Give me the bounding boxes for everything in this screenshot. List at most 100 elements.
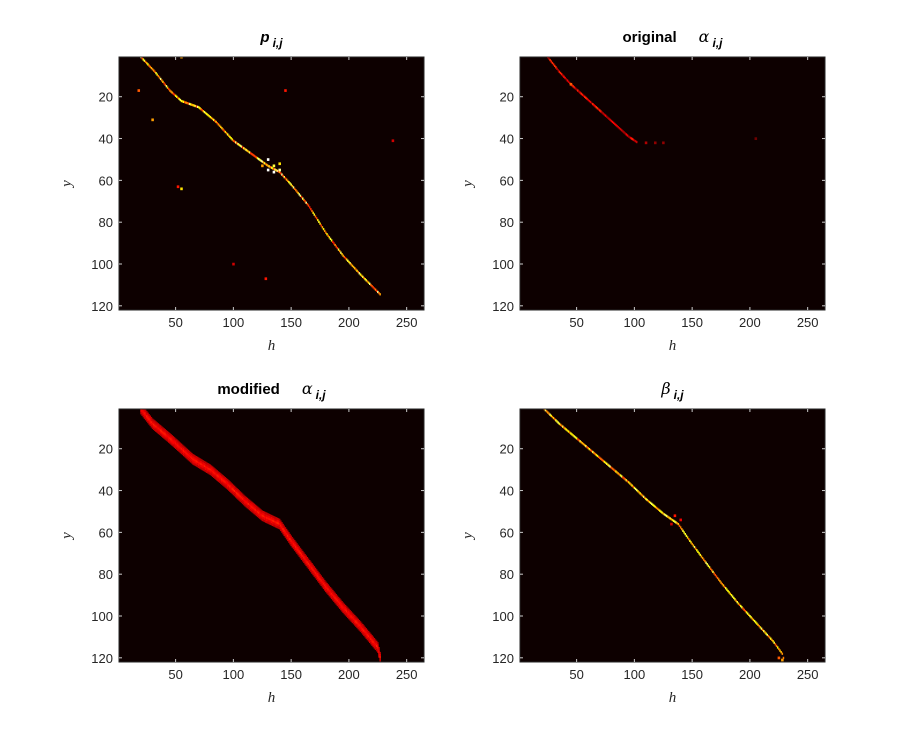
heatmap-cell — [614, 122, 616, 126]
heatmap-cell — [171, 439, 173, 442]
heatmap-cell — [230, 490, 232, 494]
heatmap-cell — [247, 507, 250, 510]
heatmap-cell — [178, 443, 180, 446]
heatmap-cell — [550, 60, 553, 63]
heatmap-cell — [543, 409, 546, 411]
heatmap-cell — [210, 467, 213, 470]
heatmap-cell — [184, 448, 186, 452]
heatmap-cell — [231, 491, 234, 495]
heatmap-cell — [266, 514, 268, 518]
heatmap-cell — [228, 488, 230, 491]
heatmap-cell — [201, 461, 203, 464]
heatmap-cell — [371, 637, 373, 640]
heatmap-cell — [377, 644, 379, 647]
heatmap-cell — [371, 285, 373, 288]
heatmap-cell — [617, 126, 620, 129]
heatmap-cell — [202, 462, 205, 465]
heatmap-cell — [181, 444, 184, 447]
y-tick-label: 60 — [99, 173, 113, 188]
heatmap-cell — [313, 572, 316, 575]
heatmap-cell — [285, 178, 288, 181]
heatmap-cell — [751, 617, 754, 620]
heatmap-cell — [213, 118, 215, 122]
heatmap-cell — [262, 517, 265, 520]
heatmap-cell — [594, 452, 596, 456]
heatmap-cell — [178, 97, 180, 101]
heatmap-cell — [285, 532, 288, 536]
heatmap-cell — [170, 442, 172, 445]
heatmap-cell — [342, 254, 344, 257]
heatmap-cell — [311, 563, 313, 566]
heatmap-cell — [271, 515, 274, 518]
heatmap-cell — [580, 92, 583, 95]
heatmap-cell — [713, 572, 715, 575]
heatmap-cell — [233, 485, 236, 489]
plot-area — [519, 56, 826, 311]
heatmap-cell — [352, 617, 355, 621]
heatmap-cell — [280, 524, 282, 527]
heatmap-cell — [201, 109, 203, 112]
heatmap-cell — [225, 486, 228, 489]
heatmap-cell — [219, 125, 222, 129]
heatmap-cell — [191, 452, 193, 456]
heatmap-cell — [211, 468, 214, 471]
heatmap-cell — [646, 498, 648, 502]
heatmap-cell — [620, 129, 623, 132]
heatmap-cell — [617, 472, 620, 475]
heatmap-cell — [293, 187, 296, 190]
heatmap-cell — [198, 457, 200, 460]
heatmap-cell — [172, 92, 175, 95]
heatmap-cell — [595, 106, 598, 109]
heatmap-cell — [266, 516, 268, 520]
heatmap-cell — [719, 579, 721, 583]
heatmap-cell — [328, 585, 331, 588]
heatmap-cell — [565, 428, 568, 431]
heatmap-cell — [185, 453, 187, 457]
heatmap-cell — [251, 509, 253, 513]
heatmap-cell — [194, 455, 197, 458]
heatmap-cell — [689, 539, 691, 542]
heatmap-cell — [203, 463, 206, 466]
y-tick-label: 120 — [492, 299, 514, 314]
heatmap-cell — [299, 556, 302, 559]
heatmap-cell — [365, 632, 368, 635]
heatmap-cell — [244, 497, 246, 501]
heatmap-cell — [278, 520, 281, 524]
heatmap-cell — [232, 484, 235, 487]
heatmap-cell — [282, 527, 284, 531]
heatmap-cell — [199, 107, 201, 110]
heatmap-cell — [308, 568, 311, 571]
heatmap-cell — [370, 642, 372, 645]
heatmap-cell — [317, 572, 319, 576]
heatmap-cell — [270, 519, 273, 522]
heatmap-cell — [357, 627, 359, 630]
heatmap-cell — [236, 487, 238, 491]
heatmap-cell — [170, 90, 172, 93]
heatmap-cell — [326, 587, 328, 590]
title-part: p — [259, 29, 269, 46]
heatmap-cell — [349, 262, 351, 265]
heatmap-cell — [156, 422, 158, 425]
heatmap-cell — [255, 509, 258, 513]
heatmap-cell — [716, 576, 719, 580]
heatmap-cell — [290, 539, 292, 542]
heatmap-cell — [618, 127, 621, 130]
heatmap-cell — [216, 470, 219, 473]
heatmap-cell — [589, 100, 592, 104]
heatmap-cell — [150, 421, 153, 424]
heatmap-spot — [679, 518, 682, 522]
heatmap-cell — [314, 571, 317, 575]
heatmap-cell — [278, 527, 281, 530]
heatmap-cell — [163, 436, 165, 439]
heatmap-cell — [150, 419, 153, 422]
heatmap-cell — [225, 132, 228, 135]
heatmap-cell — [148, 420, 150, 423]
heatmap-cell — [146, 411, 148, 414]
heatmap-cell — [161, 428, 163, 431]
heatmap-cell — [291, 541, 294, 544]
heatmap-cell — [603, 460, 606, 463]
heatmap-cell — [378, 655, 380, 658]
heatmap-cell — [355, 618, 357, 621]
heatmap-cell — [667, 515, 669, 519]
